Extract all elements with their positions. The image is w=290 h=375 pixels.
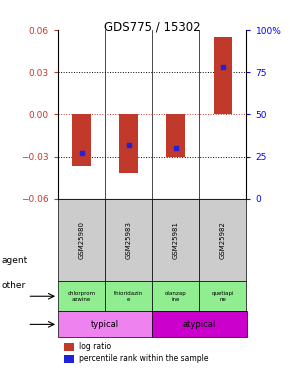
- Text: olanzap
ine: olanzap ine: [165, 291, 187, 302]
- Bar: [199, 281, 246, 311]
- Bar: [152, 311, 246, 338]
- Text: log ratio: log ratio: [79, 342, 111, 351]
- Bar: [58, 199, 105, 281]
- Bar: [64, 355, 74, 363]
- Text: agent: agent: [1, 256, 28, 265]
- Bar: [58, 281, 105, 311]
- Bar: [199, 199, 246, 281]
- Bar: [105, 199, 152, 281]
- Bar: [58, 311, 152, 338]
- Text: percentile rank within the sample: percentile rank within the sample: [79, 354, 208, 363]
- Text: GDS775 / 15302: GDS775 / 15302: [104, 21, 201, 34]
- Text: other: other: [1, 280, 26, 290]
- Text: thioridazin
e: thioridazin e: [114, 291, 143, 302]
- Bar: [64, 343, 74, 351]
- Bar: [152, 199, 200, 281]
- Text: typical: typical: [91, 320, 119, 329]
- Text: atypical: atypical: [183, 320, 216, 329]
- Bar: [152, 281, 200, 311]
- Text: GSM25983: GSM25983: [126, 221, 132, 259]
- Bar: [105, 281, 152, 311]
- Bar: [166, 114, 185, 157]
- Bar: [213, 37, 232, 114]
- Text: GSM25981: GSM25981: [173, 221, 179, 259]
- Text: chlorprom
azwine: chlorprom azwine: [68, 291, 96, 302]
- Text: GSM25980: GSM25980: [79, 221, 85, 259]
- Text: quetiapi
ne: quetiapi ne: [212, 291, 234, 302]
- Bar: [119, 114, 138, 173]
- Text: GSM25982: GSM25982: [220, 221, 226, 259]
- Bar: [72, 114, 91, 166]
